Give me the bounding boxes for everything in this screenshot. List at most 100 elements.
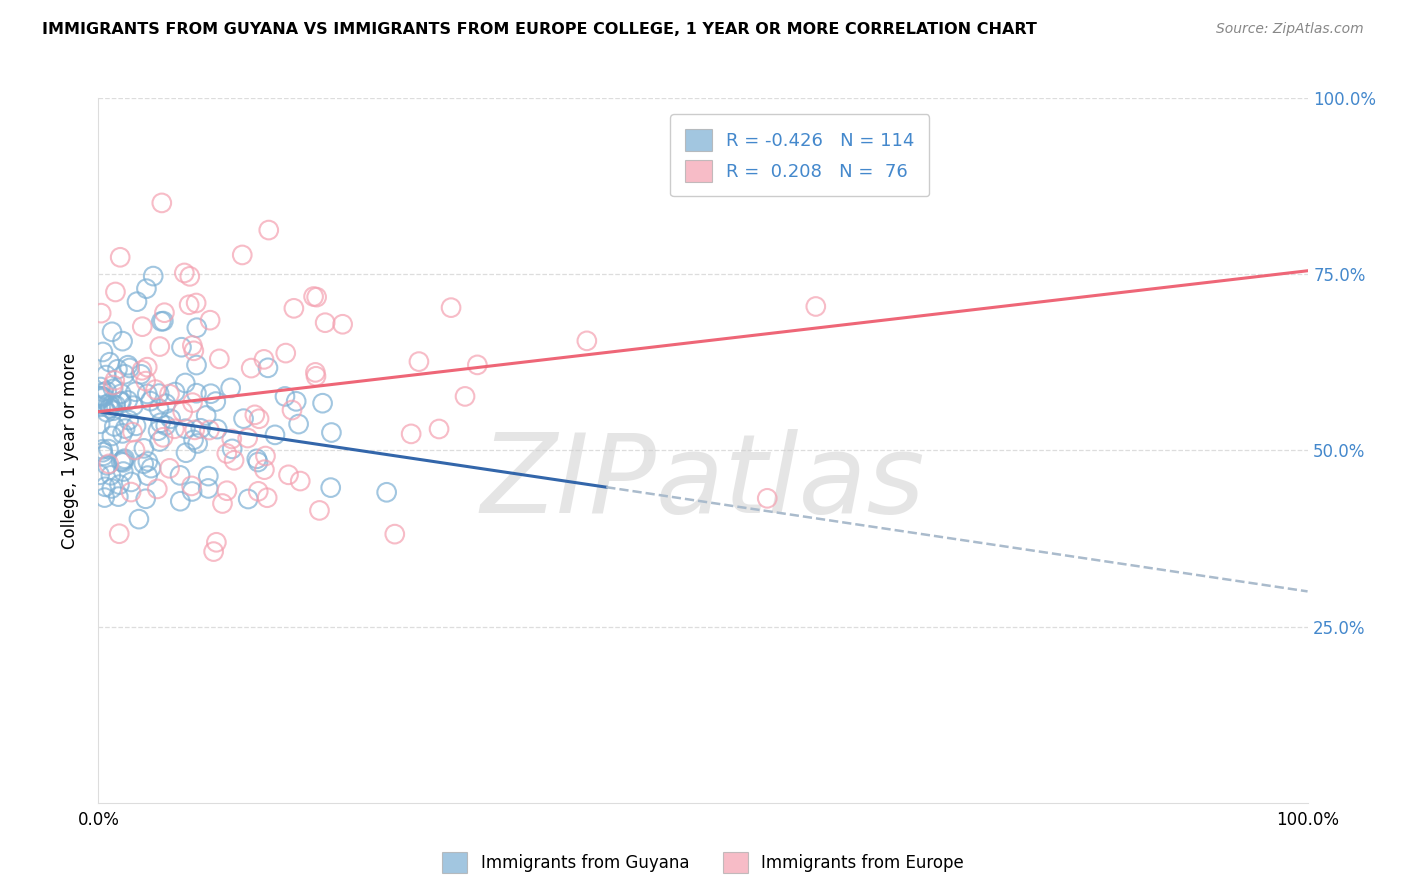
Point bbox=[89, 467, 111, 482]
Point bbox=[208, 351, 231, 366]
Point bbox=[120, 475, 142, 489]
Point bbox=[97, 442, 120, 457]
Point bbox=[238, 491, 260, 506]
Point bbox=[408, 354, 430, 368]
Point bbox=[129, 368, 152, 382]
Point bbox=[159, 412, 181, 426]
Point bbox=[103, 419, 125, 434]
Point bbox=[145, 383, 167, 397]
Point bbox=[153, 306, 176, 320]
Point bbox=[97, 397, 120, 411]
Point bbox=[174, 422, 197, 436]
Point bbox=[186, 386, 208, 401]
Point bbox=[91, 345, 114, 359]
Point bbox=[98, 398, 121, 412]
Point bbox=[93, 491, 115, 505]
Point bbox=[253, 352, 276, 367]
Point bbox=[104, 285, 127, 299]
Point bbox=[174, 376, 197, 390]
Point bbox=[101, 397, 124, 411]
Point bbox=[243, 408, 266, 422]
Point bbox=[264, 428, 287, 442]
Point bbox=[204, 394, 226, 409]
Point bbox=[112, 455, 135, 469]
Point bbox=[108, 477, 131, 491]
Point bbox=[124, 442, 146, 457]
Point bbox=[90, 392, 112, 406]
Point bbox=[120, 485, 142, 500]
Point bbox=[107, 490, 129, 504]
Point bbox=[136, 360, 159, 375]
Point bbox=[183, 423, 205, 437]
Point bbox=[247, 411, 270, 425]
Point bbox=[257, 360, 280, 375]
Point bbox=[93, 390, 115, 404]
Point bbox=[172, 404, 194, 418]
Legend: R = -0.426   N = 114, R =  0.208   N =  76: R = -0.426 N = 114, R = 0.208 N = 76 bbox=[671, 114, 929, 196]
Point bbox=[96, 458, 118, 473]
Point bbox=[305, 369, 328, 384]
Point bbox=[454, 389, 477, 403]
Point bbox=[290, 474, 312, 488]
Point bbox=[575, 334, 598, 348]
Point bbox=[232, 411, 254, 425]
Point bbox=[247, 484, 270, 499]
Point bbox=[274, 346, 297, 360]
Point bbox=[110, 394, 132, 409]
Point bbox=[100, 482, 122, 496]
Point bbox=[375, 485, 398, 500]
Point bbox=[281, 403, 304, 417]
Point bbox=[304, 365, 326, 379]
Point bbox=[112, 465, 135, 479]
Point bbox=[183, 343, 205, 358]
Point bbox=[179, 269, 201, 284]
Point bbox=[283, 301, 305, 316]
Point bbox=[122, 399, 145, 413]
Point bbox=[200, 386, 222, 401]
Point bbox=[103, 403, 125, 417]
Point bbox=[91, 445, 114, 459]
Point bbox=[222, 453, 245, 467]
Point bbox=[114, 451, 136, 466]
Point bbox=[186, 358, 208, 372]
Point bbox=[101, 378, 124, 392]
Point bbox=[257, 223, 280, 237]
Point bbox=[101, 429, 124, 443]
Point bbox=[197, 469, 219, 483]
Point bbox=[155, 418, 177, 433]
Point bbox=[159, 461, 181, 475]
Point bbox=[89, 417, 111, 431]
Point bbox=[180, 479, 202, 493]
Point bbox=[98, 355, 121, 369]
Point bbox=[146, 482, 169, 496]
Point bbox=[114, 368, 136, 382]
Point bbox=[804, 300, 827, 314]
Point bbox=[308, 503, 330, 517]
Point bbox=[221, 442, 243, 456]
Point bbox=[150, 195, 173, 210]
Point bbox=[146, 424, 169, 438]
Point bbox=[236, 431, 259, 445]
Point bbox=[136, 468, 159, 483]
Point bbox=[169, 494, 191, 508]
Point bbox=[89, 389, 111, 403]
Point bbox=[131, 319, 153, 334]
Point bbox=[98, 401, 121, 416]
Point bbox=[104, 398, 127, 412]
Point bbox=[183, 433, 205, 447]
Point bbox=[219, 381, 242, 395]
Point bbox=[247, 455, 270, 469]
Point bbox=[215, 483, 238, 498]
Point bbox=[231, 248, 253, 262]
Point bbox=[139, 394, 162, 409]
Point bbox=[108, 250, 131, 264]
Point bbox=[93, 449, 115, 463]
Point bbox=[181, 338, 204, 352]
Point bbox=[132, 457, 155, 471]
Point bbox=[321, 425, 343, 440]
Point bbox=[202, 544, 225, 558]
Point bbox=[90, 389, 112, 403]
Point bbox=[170, 340, 193, 354]
Text: Source: ZipAtlas.com: Source: ZipAtlas.com bbox=[1216, 22, 1364, 37]
Point bbox=[440, 301, 463, 315]
